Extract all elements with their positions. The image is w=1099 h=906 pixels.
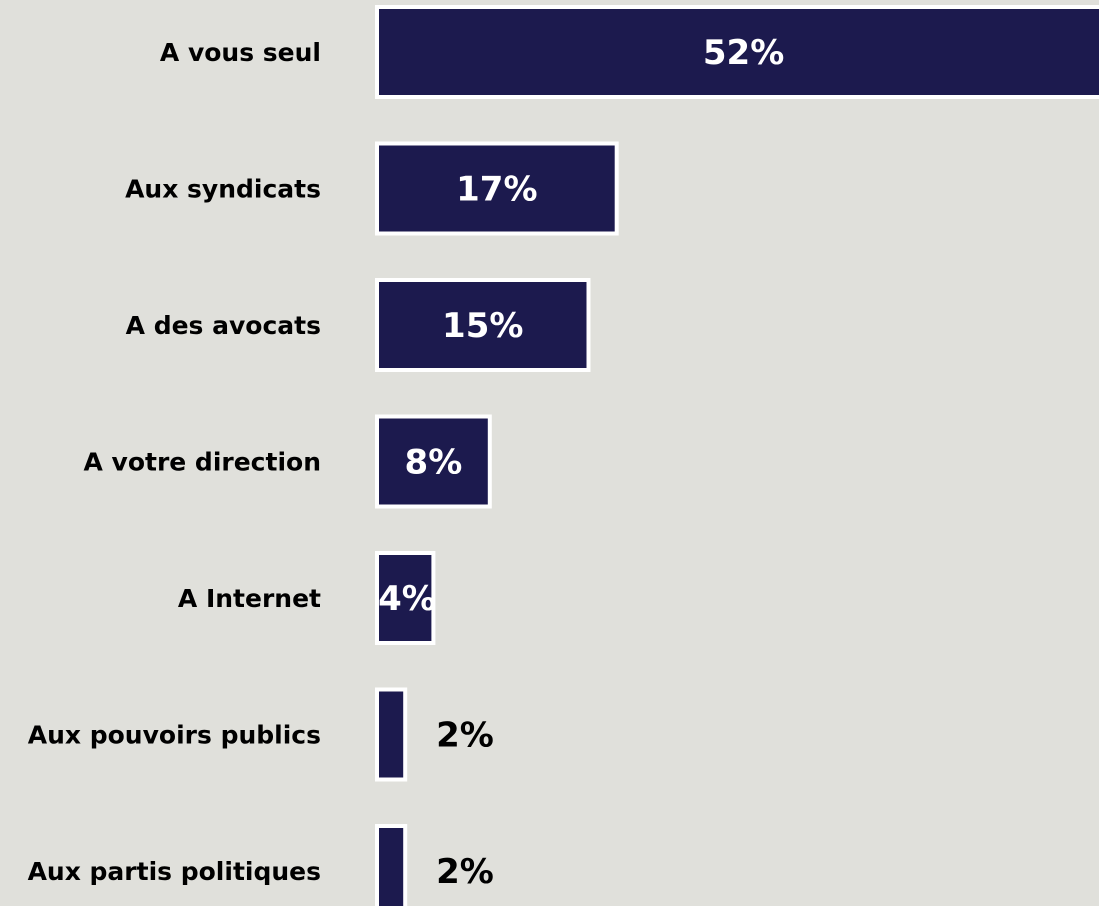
category-label: Aux syndicats — [125, 175, 321, 204]
bar — [375, 687, 408, 782]
bar — [375, 5, 1099, 99]
category-label: A des avocats — [126, 311, 321, 340]
bar — [375, 551, 436, 645]
value-label: 2% — [436, 852, 494, 892]
value-label: 4% — [378, 579, 436, 619]
bar — [375, 414, 492, 509]
bar — [375, 824, 408, 906]
value-label: 2% — [436, 716, 494, 756]
bars-group: A vous seul 52% Aux syndicats 17% A des avoc… — [28, 5, 1099, 906]
category-label: A votre direction — [83, 448, 321, 477]
value-label: 17% — [456, 170, 537, 210]
category-label: Aux pouvoirs publics — [28, 721, 321, 750]
category-label: A Internet — [178, 584, 321, 613]
category-label: Aux partis politiques — [28, 857, 321, 886]
category-label: A vous seul — [160, 38, 321, 67]
bar — [375, 141, 619, 236]
bar — [375, 278, 591, 372]
value-label: 8% — [405, 443, 463, 483]
value-label: 52% — [703, 33, 784, 73]
value-label: 15% — [442, 306, 523, 346]
